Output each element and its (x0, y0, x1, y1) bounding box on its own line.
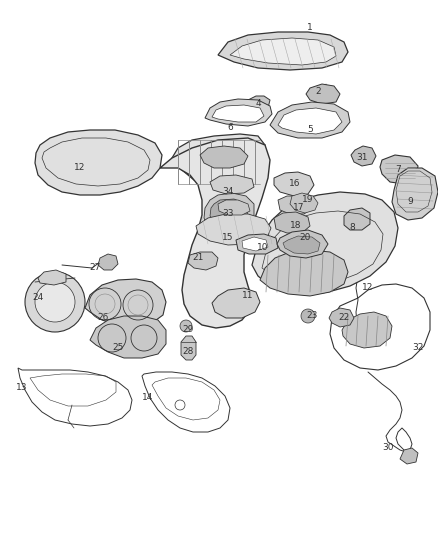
Text: 10: 10 (257, 244, 269, 253)
Text: 31: 31 (356, 154, 368, 163)
Text: 12: 12 (362, 284, 374, 293)
Polygon shape (274, 212, 310, 233)
Text: 21: 21 (192, 254, 204, 262)
Text: 11: 11 (242, 292, 254, 301)
Polygon shape (212, 288, 260, 318)
Text: 16: 16 (289, 179, 301, 188)
Polygon shape (210, 199, 248, 228)
Polygon shape (181, 336, 196, 360)
Polygon shape (188, 252, 218, 270)
Polygon shape (260, 250, 348, 296)
Text: 8: 8 (349, 223, 355, 232)
Text: 1: 1 (307, 23, 313, 33)
Text: 18: 18 (290, 221, 302, 230)
Text: 15: 15 (222, 233, 234, 243)
Polygon shape (242, 237, 268, 251)
Text: 4: 4 (255, 99, 261, 108)
Polygon shape (246, 96, 270, 110)
Polygon shape (351, 146, 376, 166)
Text: 13: 13 (16, 384, 28, 392)
Text: 17: 17 (293, 204, 305, 213)
Polygon shape (98, 254, 118, 270)
Text: 34: 34 (223, 188, 234, 197)
Polygon shape (236, 234, 278, 254)
Text: 32: 32 (412, 343, 424, 352)
Text: 20: 20 (299, 233, 311, 243)
Text: 28: 28 (182, 348, 194, 357)
Text: 9: 9 (407, 198, 413, 206)
Text: 7: 7 (395, 166, 401, 174)
Polygon shape (200, 146, 248, 168)
Circle shape (301, 309, 315, 323)
Polygon shape (380, 155, 418, 184)
Polygon shape (218, 32, 348, 70)
Polygon shape (278, 108, 342, 134)
Polygon shape (218, 200, 250, 215)
Text: 25: 25 (112, 343, 124, 352)
Polygon shape (210, 175, 254, 194)
Polygon shape (306, 84, 340, 104)
Polygon shape (204, 193, 254, 235)
Polygon shape (160, 138, 270, 328)
Text: 33: 33 (222, 208, 234, 217)
Text: 29: 29 (182, 326, 194, 335)
Polygon shape (230, 38, 336, 65)
Text: 12: 12 (74, 164, 86, 173)
Polygon shape (278, 196, 312, 214)
Text: 19: 19 (302, 196, 314, 205)
Polygon shape (342, 312, 392, 348)
Circle shape (25, 272, 85, 332)
Polygon shape (196, 214, 271, 245)
Circle shape (35, 282, 75, 322)
Polygon shape (270, 102, 350, 138)
Polygon shape (283, 236, 320, 254)
Polygon shape (274, 172, 314, 196)
Polygon shape (212, 105, 264, 122)
Text: 24: 24 (32, 294, 44, 303)
Polygon shape (90, 316, 166, 358)
Text: 23: 23 (306, 311, 318, 319)
Polygon shape (329, 308, 354, 327)
Text: 27: 27 (89, 263, 101, 272)
Polygon shape (205, 99, 272, 126)
Polygon shape (85, 279, 166, 326)
Text: 22: 22 (339, 313, 350, 322)
Circle shape (180, 320, 192, 332)
Polygon shape (35, 130, 162, 195)
Text: 6: 6 (227, 124, 233, 133)
Text: 14: 14 (142, 393, 154, 402)
Text: 26: 26 (97, 313, 109, 322)
Text: 2: 2 (315, 87, 321, 96)
Polygon shape (290, 193, 318, 213)
Polygon shape (277, 230, 328, 258)
Text: 30: 30 (382, 443, 394, 453)
Polygon shape (344, 208, 370, 230)
Polygon shape (392, 168, 438, 220)
Text: 5: 5 (307, 125, 313, 134)
Polygon shape (252, 192, 398, 295)
Polygon shape (400, 448, 418, 464)
Polygon shape (172, 134, 265, 188)
Polygon shape (38, 270, 66, 285)
